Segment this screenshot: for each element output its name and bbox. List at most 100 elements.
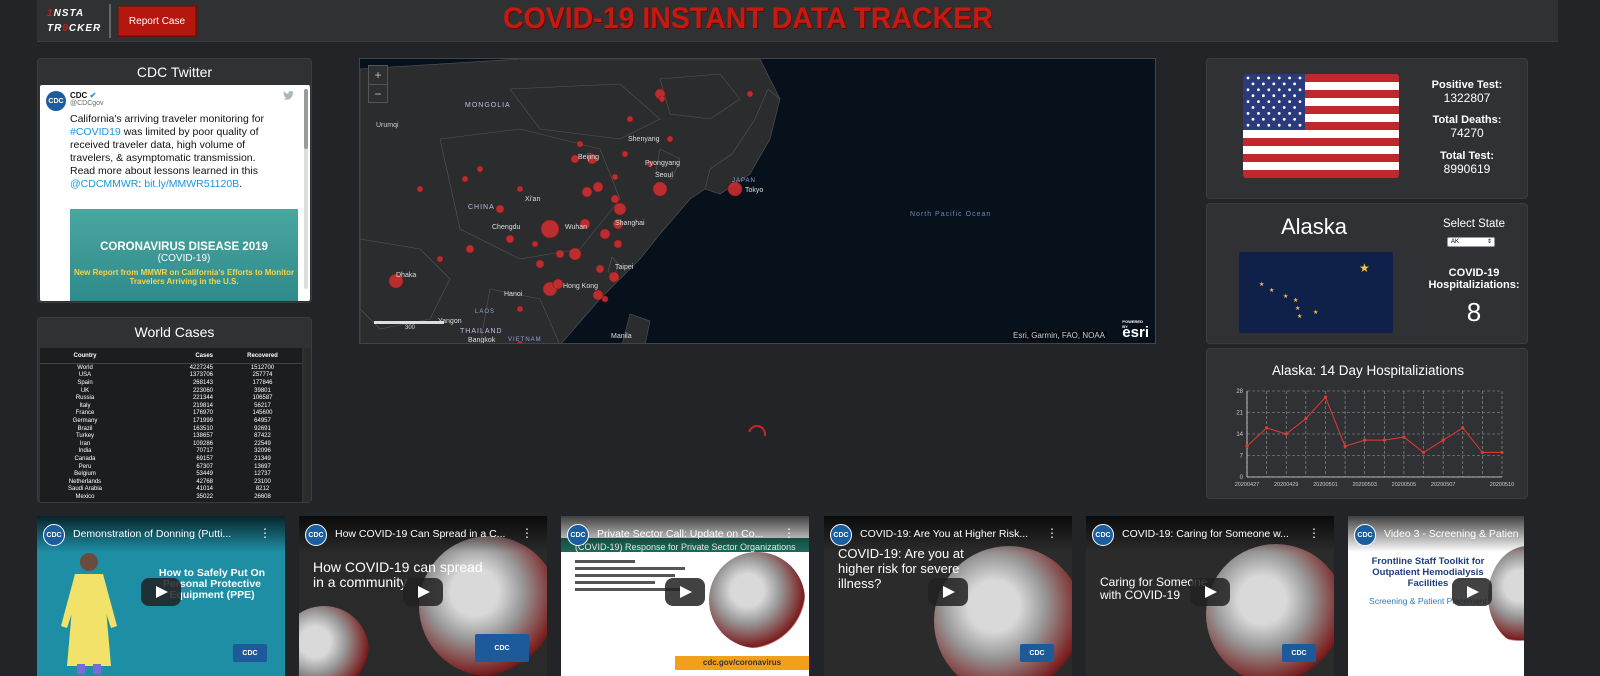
channel-avatar[interactable]: CDC — [305, 524, 327, 546]
case-bubble[interactable] — [652, 181, 668, 197]
case-bubble[interactable] — [592, 289, 604, 301]
state-select[interactable]: AK ⇕ — [1447, 237, 1495, 247]
data-point[interactable] — [1402, 435, 1406, 439]
video-thumbnail[interactable]: Frontline Staff Toolkit for Outpatient H… — [1348, 516, 1524, 676]
hospitalizations-line-chart[interactable]: 0 7 14 21 28 20200427 20200429 20200501 20200503… — [1217, 385, 1517, 495]
scrollbar[interactable] — [304, 348, 311, 502]
case-bubble[interactable] — [608, 271, 620, 283]
case-bubble[interactable] — [568, 247, 582, 261]
video-thumbnail[interactable]: COVID-19: Are you at higher risk for sev… — [824, 516, 1072, 676]
play-button-icon[interactable] — [1452, 578, 1492, 606]
data-point[interactable] — [1245, 444, 1249, 448]
case-bubble[interactable] — [592, 181, 604, 193]
scrollbar[interactable] — [304, 89, 308, 289]
case-bubble[interactable] — [613, 202, 627, 216]
report-case-button[interactable]: Report Case — [117, 5, 197, 37]
channel-avatar[interactable]: CDC — [830, 524, 852, 546]
video-title[interactable]: How COVID-19 Can Spread in a C... — [335, 528, 506, 540]
play-button-icon[interactable] — [1190, 578, 1230, 606]
more-options-icon[interactable]: ⋮ — [1046, 526, 1058, 540]
channel-avatar[interactable]: CDC — [43, 524, 65, 546]
covid-map[interactable]: MONGOLIA Urumqi Beijing Shenyang Pyongyang Se… — [359, 58, 1156, 344]
video-thumbnail[interactable]: (COVID-19) Response for Private Sector O… — [561, 516, 809, 676]
video-thumbnail[interactable]: Caring for Someone with COVID-19 CDC COV… — [1086, 516, 1334, 676]
case-bubble[interactable] — [601, 295, 609, 303]
case-bubble[interactable] — [388, 273, 404, 289]
more-options-icon[interactable]: ⋮ — [783, 526, 795, 540]
tweet-media-card[interactable]: CORONAVIRUS DISEASE 2019 (COVID-19) New … — [70, 209, 298, 301]
video-title[interactable]: Video 3 - Screening & Patien — [1384, 528, 1519, 540]
data-point[interactable] — [1304, 417, 1308, 421]
channel-avatar[interactable]: CDC — [1354, 524, 1376, 546]
world-cases-table[interactable]: Country Cases Recovered World 4227245 1512… — [40, 348, 302, 502]
video-title[interactable]: COVID-19: Are You at Higher Risk... — [860, 528, 1029, 540]
play-button-icon[interactable] — [141, 578, 181, 606]
data-point[interactable] — [1421, 450, 1426, 455]
video-thumbnail[interactable]: How to Safely Put On Personal Protective… — [37, 516, 285, 676]
channel-avatar[interactable]: CDC — [1092, 524, 1114, 546]
case-bubble[interactable] — [621, 150, 629, 158]
case-bubble[interactable] — [516, 305, 524, 313]
data-point[interactable] — [1461, 426, 1465, 430]
case-bubble[interactable] — [535, 259, 545, 269]
data-point[interactable] — [1343, 444, 1347, 448]
case-bubble[interactable] — [727, 181, 743, 197]
channel-avatar[interactable]: CDC — [567, 524, 589, 546]
zoom-out-button[interactable]: − — [369, 84, 387, 102]
case-bubble[interactable] — [552, 278, 564, 290]
case-bubble[interactable] — [610, 194, 620, 204]
more-options-icon[interactable]: ⋮ — [1308, 526, 1320, 540]
data-point[interactable] — [1500, 450, 1504, 455]
case-bubble[interactable] — [746, 90, 754, 98]
twitter-bird-icon[interactable] — [283, 90, 294, 103]
case-bubble[interactable] — [531, 240, 539, 248]
more-options-icon[interactable]: ⋮ — [259, 526, 271, 540]
data-point[interactable] — [1382, 438, 1386, 442]
case-bubble[interactable] — [461, 175, 469, 183]
data-point[interactable] — [1480, 450, 1484, 455]
case-bubble[interactable] — [666, 135, 674, 143]
data-point[interactable] — [1284, 432, 1288, 436]
avatar[interactable]: CDC — [46, 91, 66, 111]
case-bubble[interactable] — [505, 234, 515, 244]
site-logo[interactable]: 1NSTA TR9CKER — [47, 6, 103, 38]
case-bubble[interactable] — [476, 165, 484, 173]
video-title[interactable]: COVID-19: Caring for Someone w... — [1122, 528, 1289, 540]
tweet-author-handle[interactable]: @CDCgov — [70, 100, 104, 107]
case-bubble[interactable] — [626, 115, 634, 123]
case-bubble[interactable] — [658, 95, 666, 103]
map-canvas[interactable]: MONGOLIA Urumqi Beijing Shenyang Pyongyang Se… — [360, 59, 1156, 344]
case-bubble[interactable] — [555, 249, 565, 259]
case-bubble[interactable] — [586, 153, 598, 165]
case-bubble[interactable] — [599, 228, 611, 240]
case-bubble[interactable] — [516, 185, 524, 193]
column-header-recovered[interactable]: Recovered — [247, 352, 278, 359]
twitter-timeline[interactable]: CDC CDC ✔ @CDCgov California's arriving … — [40, 85, 310, 301]
case-bubble[interactable] — [540, 219, 560, 239]
case-bubble[interactable] — [613, 239, 623, 249]
esri-logo[interactable]: POWERED BY esri — [1122, 319, 1149, 341]
case-bubble[interactable] — [436, 255, 444, 263]
case-bubble[interactable] — [570, 154, 580, 164]
column-header-country[interactable]: Country — [73, 352, 97, 359]
play-button-icon[interactable] — [928, 578, 968, 606]
data-point[interactable] — [1323, 395, 1328, 399]
case-bubble[interactable] — [612, 218, 624, 230]
map-attribution[interactable]: Esri, Garmin, FAO, NOAA — [1010, 331, 1107, 340]
case-bubble[interactable] — [646, 160, 654, 168]
play-button-icon[interactable] — [403, 578, 443, 606]
video-thumbnail[interactable]: How COVID-19 can spread in a community C… — [299, 516, 547, 676]
video-title[interactable]: Demonstration of Donning (Putti... — [73, 528, 232, 540]
data-point[interactable] — [1363, 438, 1367, 442]
zoom-in-button[interactable]: + — [374, 68, 382, 82]
case-bubble[interactable] — [579, 218, 591, 230]
case-bubble[interactable] — [495, 204, 505, 214]
case-bubble[interactable] — [581, 186, 593, 198]
case-bubble[interactable] — [416, 185, 424, 193]
case-bubble[interactable] — [611, 173, 619, 181]
case-bubble[interactable] — [595, 264, 605, 274]
video-title[interactable]: Private Sector Call: Update on Co... — [597, 528, 764, 540]
data-point[interactable] — [1265, 426, 1269, 430]
case-bubble[interactable] — [516, 340, 524, 344]
column-header-cases[interactable]: Cases — [195, 352, 213, 359]
